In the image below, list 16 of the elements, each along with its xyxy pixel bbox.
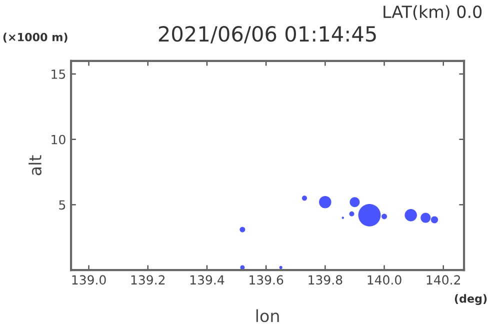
x-tick-label: 139.2 bbox=[131, 275, 165, 285]
text: LAT(km) 0.0 bbox=[384, 5, 482, 20]
chart-title: 2021/06/06 01:14:45 bbox=[158, 26, 376, 44]
x-tick-label: 139.0 bbox=[72, 275, 106, 285]
x-tick-label: 139.6 bbox=[250, 275, 284, 285]
y-axis-title: alt bbox=[28, 155, 42, 176]
x-tick-label: 139.8 bbox=[308, 275, 342, 285]
x-tick-label: 139.4 bbox=[190, 275, 224, 285]
text: (deg) bbox=[454, 294, 487, 305]
x-axis-title: lon bbox=[256, 309, 279, 322]
x-tick-label: 140.0 bbox=[368, 275, 402, 285]
y-tick-label: 5 bbox=[59, 200, 66, 210]
y-tick-label: 15 bbox=[52, 70, 66, 79]
text: (×1000 m) bbox=[3, 32, 68, 43]
x-tick-label: 140.2 bbox=[426, 275, 460, 285]
y-tick-label: 10 bbox=[52, 134, 66, 144]
